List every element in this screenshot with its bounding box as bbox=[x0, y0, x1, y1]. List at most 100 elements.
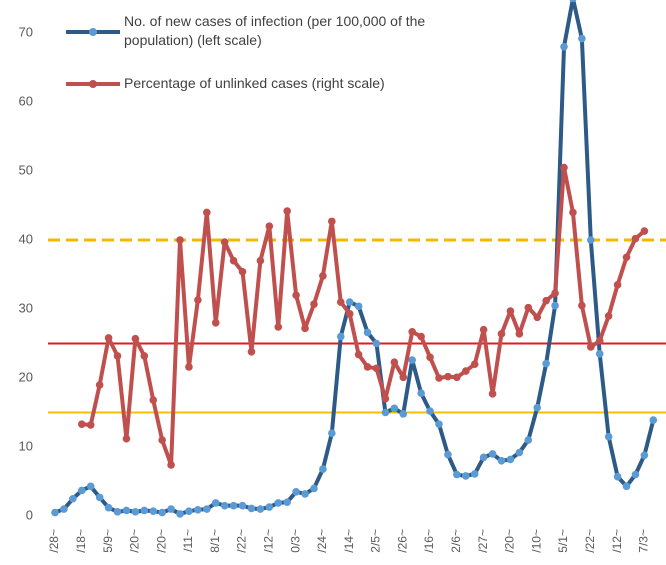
data-point bbox=[319, 465, 327, 473]
data-point bbox=[140, 506, 149, 515]
data-point bbox=[435, 420, 443, 429]
data-point bbox=[229, 256, 238, 265]
data-point bbox=[372, 364, 381, 373]
data-point bbox=[149, 396, 158, 404]
data-point bbox=[408, 327, 417, 336]
data-point bbox=[238, 501, 247, 510]
data-point bbox=[247, 504, 256, 513]
data-point bbox=[595, 350, 604, 358]
data-point bbox=[381, 408, 390, 417]
data-point bbox=[488, 450, 497, 458]
x-tick-label: 5/1~ bbox=[556, 529, 570, 553]
data-point bbox=[542, 296, 550, 305]
data-point bbox=[283, 498, 291, 507]
data-point bbox=[319, 272, 327, 280]
data-point bbox=[301, 490, 309, 498]
data-point bbox=[631, 234, 640, 243]
data-point bbox=[506, 455, 515, 464]
data-point bbox=[649, 416, 658, 424]
data-point bbox=[167, 505, 175, 513]
legend-label-box: Percentage of unlinked cases (right scal… bbox=[124, 75, 385, 91]
data-point bbox=[399, 410, 408, 418]
data-point bbox=[533, 313, 542, 322]
data-point bbox=[292, 488, 300, 496]
data-point bbox=[470, 470, 479, 478]
y-tick-label: 50 bbox=[19, 162, 33, 177]
data-point bbox=[372, 339, 381, 348]
data-point bbox=[203, 505, 211, 513]
data-point bbox=[426, 353, 434, 362]
data-point bbox=[113, 352, 122, 360]
data-point bbox=[444, 450, 452, 459]
data-point bbox=[408, 356, 417, 364]
data-point bbox=[176, 236, 184, 244]
data-point bbox=[328, 429, 336, 438]
data-point bbox=[86, 482, 95, 491]
data-point bbox=[613, 472, 622, 481]
data-point bbox=[69, 494, 77, 503]
data-point bbox=[461, 367, 470, 375]
data-point bbox=[453, 470, 461, 479]
y-tick-label: 10 bbox=[19, 438, 33, 453]
data-point bbox=[444, 372, 452, 381]
data-point bbox=[238, 267, 247, 276]
data-point bbox=[256, 505, 265, 513]
data-point bbox=[595, 336, 604, 345]
data-point bbox=[167, 461, 175, 469]
data-point bbox=[622, 253, 631, 262]
y-tick-label: 60 bbox=[19, 93, 33, 108]
data-point bbox=[247, 347, 256, 356]
x-tick-label: 0/3~ bbox=[288, 529, 302, 553]
data-point bbox=[515, 330, 524, 338]
x-tick-label: /14~ bbox=[342, 529, 356, 553]
data-point bbox=[354, 302, 363, 311]
data-point bbox=[363, 328, 372, 337]
x-tick-label: /12~ bbox=[261, 529, 275, 553]
data-point bbox=[292, 291, 300, 300]
data-point bbox=[95, 381, 104, 389]
data-point bbox=[390, 404, 399, 413]
x-tick-label: 5/9~ bbox=[101, 529, 115, 553]
x-tick-label: /26~ bbox=[395, 529, 409, 553]
data-point bbox=[122, 506, 131, 515]
data-point bbox=[176, 510, 184, 518]
legend-label: No. of new cases of infection (per 100,0… bbox=[124, 13, 426, 48]
data-point bbox=[506, 307, 515, 315]
data-point bbox=[533, 403, 542, 412]
x-tick-label: /18~ bbox=[74, 529, 88, 553]
data-point bbox=[328, 217, 336, 226]
data-point bbox=[211, 319, 220, 327]
data-point bbox=[122, 434, 131, 443]
data-point bbox=[631, 470, 640, 479]
data-point bbox=[211, 499, 220, 507]
data-point bbox=[336, 298, 345, 306]
data-point bbox=[77, 420, 86, 429]
x-tick-label: /22~ bbox=[235, 529, 249, 553]
data-point bbox=[497, 330, 506, 338]
data-point bbox=[560, 43, 568, 51]
data-point bbox=[77, 486, 86, 495]
x-tick-label: /20~ bbox=[128, 529, 142, 553]
data-point bbox=[578, 301, 586, 310]
data-point bbox=[265, 222, 274, 230]
legend-label-box: No. of new cases of infection (per 100,0… bbox=[124, 13, 426, 48]
data-point bbox=[479, 453, 488, 462]
data-point bbox=[140, 352, 149, 360]
data-point bbox=[60, 505, 68, 513]
x-tick-label: 2/6~ bbox=[449, 529, 463, 553]
data-point bbox=[194, 505, 202, 514]
x-tick-label: /20~ bbox=[503, 529, 517, 553]
x-tick-label: /20~ bbox=[154, 529, 168, 553]
data-point bbox=[131, 334, 140, 343]
data-point bbox=[613, 281, 622, 289]
data-point bbox=[497, 457, 506, 465]
data-point bbox=[220, 238, 229, 246]
data-point bbox=[640, 451, 649, 460]
data-point bbox=[587, 343, 595, 351]
data-point bbox=[301, 324, 309, 333]
data-point bbox=[381, 394, 390, 403]
legend-item: No. of new cases of infection (per 100,0… bbox=[66, 13, 426, 48]
legend-marker bbox=[89, 28, 97, 36]
y-tick-label: 70 bbox=[19, 24, 33, 39]
data-point bbox=[113, 508, 122, 516]
